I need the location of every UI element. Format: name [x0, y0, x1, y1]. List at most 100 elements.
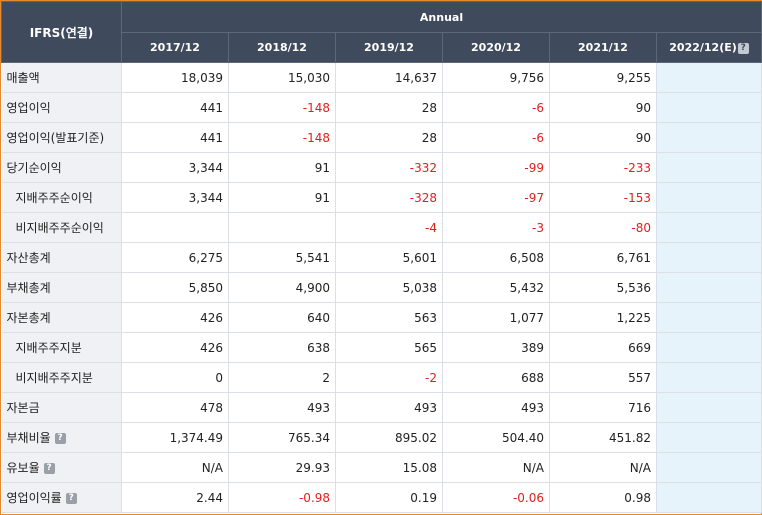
help-icon[interactable]: ?: [54, 433, 66, 444]
value-cell: 9,255: [549, 62, 657, 93]
value-cell: -4: [335, 212, 443, 243]
help-icon[interactable]: ?: [737, 42, 749, 54]
value-cell: 765.34: [228, 422, 336, 453]
row-label: 당기순이익: [1, 152, 122, 183]
row-label-text: 지배주주순이익: [15, 191, 93, 205]
estimate-cell: [656, 272, 762, 303]
row-label: 자본금: [1, 392, 122, 423]
table-row: 매출액 18,039 15,030 14,637 9,756 9,255: [1, 62, 762, 93]
value-cell: 478: [121, 392, 229, 423]
value-cell: 5,432: [442, 272, 550, 303]
row-label: 영업이익(발표기준): [1, 122, 122, 153]
estimate-cell: [656, 332, 762, 363]
value-cell: -6: [442, 122, 550, 153]
row-label-text: 자산총계: [6, 251, 51, 265]
value-cell: 0: [121, 362, 229, 393]
value-cell: 640: [228, 302, 336, 333]
table-row: 지배주주순이익 3,344 91 -328 -97 -153: [1, 182, 762, 213]
value-cell: 6,275: [121, 242, 229, 273]
estimate-cell: [656, 452, 762, 483]
help-icon[interactable]: ?: [65, 493, 77, 504]
ifrs-header: IFRS(연결): [1, 1, 122, 63]
estimate-cell: [656, 122, 762, 153]
value-cell: -97: [442, 182, 550, 213]
row-label: 비지배주주지분: [1, 362, 122, 393]
table-row: 영업이익률? 2.44 -0.98 0.19 -0.06 0.98: [1, 482, 762, 513]
value-cell: -2: [335, 362, 443, 393]
value-cell: -332: [335, 152, 443, 183]
table-row: 유보율? N/A 29.93 15.08 N/A N/A: [1, 452, 762, 483]
row-label: 부채비율?: [1, 422, 122, 453]
value-cell: 389: [442, 332, 550, 363]
value-cell: 3,344: [121, 152, 229, 183]
estimate-cell: [656, 392, 762, 423]
value-cell: 6,761: [549, 242, 657, 273]
value-cell: 4,900: [228, 272, 336, 303]
row-label-text: 부채총계: [6, 281, 51, 295]
col-header: 2019/12: [335, 32, 443, 63]
table-row: 지배주주지분 426 638 565 389 669: [1, 332, 762, 363]
value-cell: 91: [228, 152, 336, 183]
col-header-estimate: 2022/12(E)?: [655, 32, 762, 63]
value-cell: 1,077: [442, 302, 550, 333]
value-cell: 5,601: [335, 242, 443, 273]
col-header: 2020/12: [442, 32, 550, 63]
value-cell: 90: [549, 92, 657, 123]
value-cell: 5,541: [228, 242, 336, 273]
value-cell: 15,030: [228, 62, 336, 93]
row-label-text: 영업이익(발표기준): [6, 131, 105, 145]
value-cell: 493: [228, 392, 336, 423]
value-cell: [228, 212, 336, 243]
value-cell: 441: [121, 122, 229, 153]
row-label: 부채총계: [1, 272, 122, 303]
col-header: 2017/12: [121, 32, 229, 63]
value-cell: 504.40: [442, 422, 550, 453]
value-cell: N/A: [442, 452, 550, 483]
value-cell: 14,637: [335, 62, 443, 93]
value-cell: -148: [228, 92, 336, 123]
row-label-text: 지배주주지분: [15, 341, 82, 355]
value-cell: 5,850: [121, 272, 229, 303]
estimate-cell: [656, 62, 762, 93]
row-label: 영업이익: [1, 92, 122, 123]
estimate-cell: [656, 152, 762, 183]
table-row: 비지배주주순이익 -4 -3 -80: [1, 212, 762, 243]
value-cell: 688: [442, 362, 550, 393]
value-cell: 18,039: [121, 62, 229, 93]
value-cell: 493: [335, 392, 443, 423]
col-header: 2021/12: [549, 32, 657, 63]
value-cell: -80: [549, 212, 657, 243]
value-cell: 563: [335, 302, 443, 333]
table-row: 자본총계 426 640 563 1,077 1,225: [1, 302, 762, 333]
value-cell: N/A: [549, 452, 657, 483]
row-label-text: 자본총계: [6, 311, 51, 325]
row-label-text: 부채비율: [6, 431, 51, 445]
value-cell: 0.19: [335, 482, 443, 513]
row-label: 비지배주주순이익: [1, 212, 122, 243]
value-cell: -233: [549, 152, 657, 183]
table-row: 자본금 478 493 493 493 716: [1, 392, 762, 423]
row-label-text: 비지배주주순이익: [15, 221, 104, 235]
value-cell: 426: [121, 302, 229, 333]
value-cell: 5,038: [335, 272, 443, 303]
value-cell: 90: [549, 122, 657, 153]
value-cell: -0.06: [442, 482, 550, 513]
value-cell: 29.93: [228, 452, 336, 483]
table-row: 영업이익 441 -148 28 -6 90: [1, 92, 762, 123]
value-cell: 2: [228, 362, 336, 393]
value-cell: 557: [549, 362, 657, 393]
row-label-text: 자본금: [6, 401, 40, 415]
row-label: 매출액: [1, 62, 122, 93]
col-header: 2018/12: [228, 32, 336, 63]
value-cell: 1,225: [549, 302, 657, 333]
estimate-cell: [656, 92, 762, 123]
row-label: 영업이익률?: [1, 482, 122, 513]
value-cell: 28: [335, 122, 443, 153]
value-cell: 451.82: [549, 422, 657, 453]
table-row: 부채비율? 1,374.49 765.34 895.02 504.40 451.82: [1, 422, 762, 453]
estimate-cell: [656, 242, 762, 273]
value-cell: -328: [335, 182, 443, 213]
help-icon[interactable]: ?: [43, 463, 55, 474]
value-cell: 3,344: [121, 182, 229, 213]
